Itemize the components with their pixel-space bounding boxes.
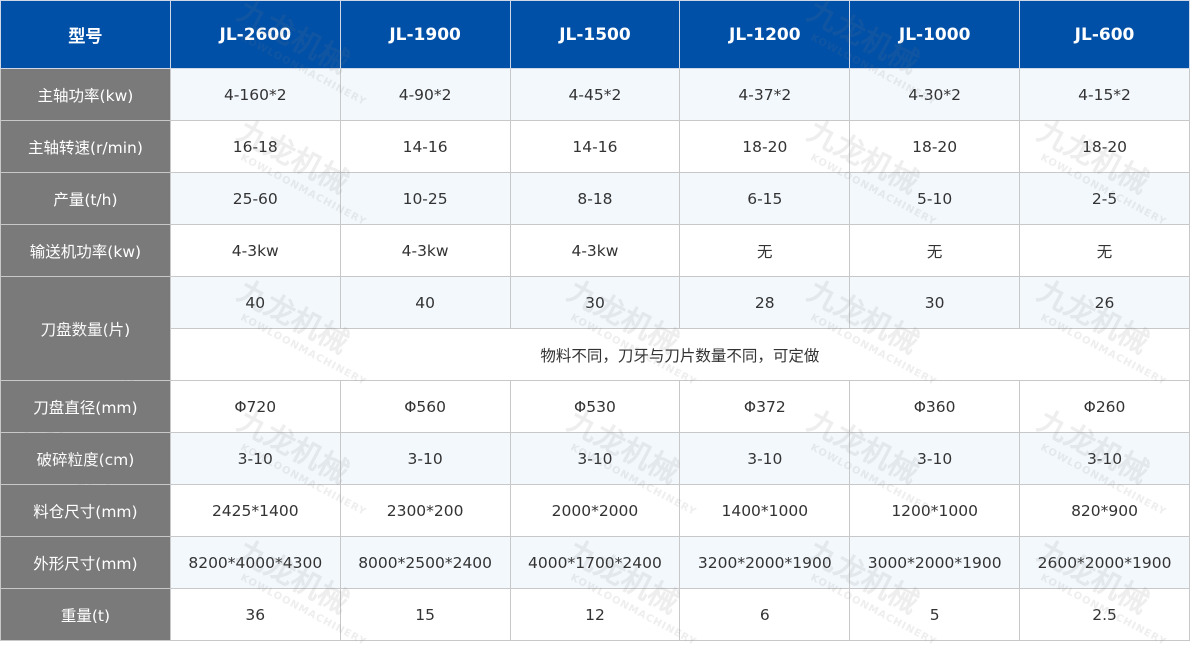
cell-value: 26 (1019, 276, 1190, 329)
cell-value: 无 (849, 224, 1021, 277)
cell-value: 4-3kw (169, 224, 341, 277)
cell-value: 18-20 (679, 120, 851, 173)
header-label: 型号 (0, 0, 171, 69)
cell-value: 14-16 (509, 120, 681, 173)
model-header: JL-1500 (509, 0, 681, 69)
cell-value: Φ372 (679, 380, 851, 433)
cell-value: 15 (339, 588, 511, 641)
cell-value: 5-10 (849, 172, 1021, 225)
cell-value: 4-3kw (509, 224, 681, 277)
model-header: JL-2600 (169, 0, 341, 69)
cell-value: 6-15 (679, 172, 851, 225)
cell-value: 3-10 (679, 432, 851, 485)
cell-value: 18-20 (849, 120, 1021, 173)
cell-value: Φ530 (509, 380, 681, 433)
cell-value: 2000*2000 (509, 484, 681, 537)
cell-value: 2-5 (1019, 172, 1190, 225)
cell-value: 28 (679, 276, 851, 329)
cell-value: 4-37*2 (679, 68, 851, 121)
cell-value: 2.5 (1019, 588, 1190, 641)
cell-value: 3000*2000*1900 (849, 536, 1021, 589)
cell-value: 6 (679, 588, 851, 641)
cell-value: 18-20 (1019, 120, 1190, 173)
cell-value: 30 (509, 276, 681, 329)
row-label: 外形尺寸(mm) (0, 536, 171, 589)
table-row: 重量(t) 36 15 12 6 5 2.5 (0, 588, 1190, 641)
cell-value: Φ360 (849, 380, 1021, 433)
cell-value: 4-30*2 (849, 68, 1021, 121)
cell-value: 14-16 (339, 120, 511, 173)
model-header: JL-1900 (339, 0, 511, 69)
cell-value: 25-60 (169, 172, 341, 225)
table-row: 主轴转速(r/min) 16-18 14-16 14-16 18-20 18-20 18-2… (0, 120, 1190, 173)
cell-value: 4-160*2 (169, 68, 341, 121)
cell-value: 36 (169, 588, 341, 641)
row-label: 刀盘直径(mm) (0, 380, 171, 433)
row-label: 主轴转速(r/min) (0, 120, 171, 173)
row-label: 料仓尺寸(mm) (0, 484, 171, 537)
row-label: 主轴功率(kw) (0, 68, 171, 121)
cell-value: 1400*1000 (679, 484, 851, 537)
table-row: 输送机功率(kw) 4-3kw 4-3kw 4-3kw 无无无 (0, 224, 1190, 277)
table-row: 料仓尺寸(mm) 2425*1400 2300*200 2000*2000 1400*1… (0, 484, 1190, 537)
row-label: 输送机功率(kw) (0, 224, 171, 277)
model-header: JL-1200 (679, 0, 851, 69)
cell-value: Φ560 (339, 380, 511, 433)
cell-value: 3-10 (849, 432, 1021, 485)
cell-value: 16-18 (169, 120, 341, 173)
table-row: 主轴功率(kw) 4-160*2 4-90*2 4-45*2 4-37*2 4-30*2 4… (0, 68, 1190, 121)
header-row: 型号 JL-2600 JL-1900 JL-1500 JL-1200 JL-10… (0, 0, 1190, 69)
cell-value: 2425*1400 (169, 484, 341, 537)
cell-value: 无 (679, 224, 851, 277)
cell-value: 4-15*2 (1019, 68, 1190, 121)
cell-value: 4-90*2 (339, 68, 511, 121)
row-label: 重量(t) (0, 588, 171, 641)
cell-value: 40 (169, 276, 341, 329)
model-header: JL-1000 (849, 0, 1021, 69)
cell-value: Φ720 (169, 380, 341, 433)
cell-value: 8000*2500*2400 (339, 536, 511, 589)
cell-value: Φ260 (1019, 380, 1190, 433)
cell-value: 3-10 (1019, 432, 1190, 485)
cell-value: 3-10 (509, 432, 681, 485)
table-row: 刀盘直径(mm) Φ720 Φ560 Φ530 Φ372 Φ360 Φ260 (0, 380, 1190, 433)
cell-value: 30 (849, 276, 1021, 329)
row-label: 刀盘数量(片) (0, 276, 171, 381)
cell-value: 3-10 (169, 432, 341, 485)
cell-value: 820*900 (1019, 484, 1190, 537)
cell-value: 12 (509, 588, 681, 641)
model-header: JL-600 (1019, 0, 1190, 69)
table-row: 破碎粒度(cm) 3-10 3-10 3-10 3-10 3-10 3-10 (0, 432, 1190, 485)
cell-value: 3-10 (339, 432, 511, 485)
cell-value: 10-25 (339, 172, 511, 225)
row-label: 破碎粒度(cm) (0, 432, 171, 485)
table-row: 刀盘数量(片) 40 40 30 28 30 26 (0, 276, 1190, 381)
table-row-note: 物料不同，刀牙与刀片数量不同，可定做 (1, 328, 1190, 381)
table-row: 产量(t/h) 25-60 10-25 8-18 6-15 5-10 2-5 (0, 172, 1190, 225)
cell-value: 无 (1019, 224, 1190, 277)
cell-value: 3200*2000*1900 (679, 536, 851, 589)
cell-value: 8200*4000*4300 (169, 536, 341, 589)
cell-value: 4-45*2 (509, 68, 681, 121)
cell-value: 1200*1000 (849, 484, 1021, 537)
row-label: 产量(t/h) (0, 172, 171, 225)
cell-value: 4-3kw (339, 224, 511, 277)
cell-value: 40 (339, 276, 511, 329)
cell-value: 5 (849, 588, 1021, 641)
table-row: 外形尺寸(mm) 8200*4000*4300 8000*2500*2400 4000… (0, 536, 1190, 589)
cell-value: 8-18 (509, 172, 681, 225)
note-cell: 物料不同，刀牙与刀片数量不同，可定做 (169, 328, 1190, 381)
cell-value: 4000*1700*2400 (509, 536, 681, 589)
cell-value: 2600*2000*1900 (1019, 536, 1190, 589)
cell-value: 2300*200 (339, 484, 511, 537)
